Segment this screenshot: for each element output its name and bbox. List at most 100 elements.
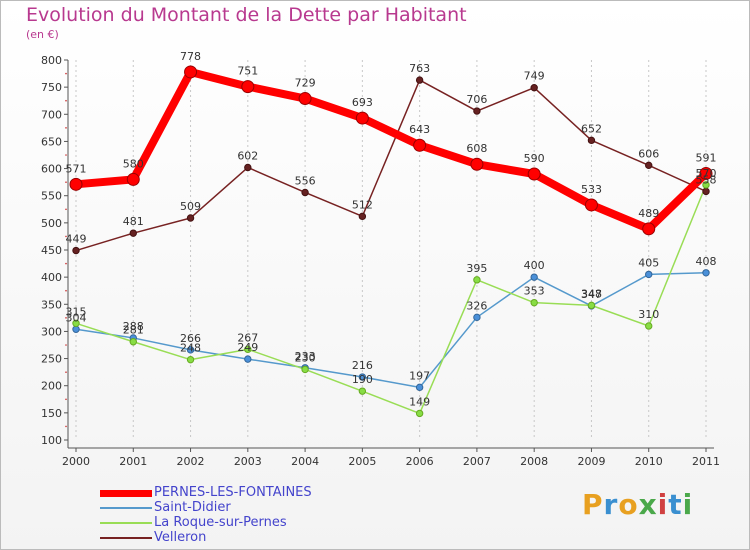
y-minor-tick	[65, 154, 67, 156]
x-tick-label: 2007	[463, 455, 491, 468]
data-label: 405	[638, 256, 659, 269]
data-point	[415, 76, 424, 84]
data-point	[186, 214, 195, 222]
logo-letter: i	[657, 488, 669, 521]
data-label: 481	[123, 215, 144, 228]
y-minor-tick	[65, 344, 67, 346]
y-minor-tick	[65, 317, 67, 319]
data-point	[186, 355, 195, 364]
series-lines	[72, 67, 710, 415]
data-point	[415, 409, 424, 418]
chart-unit: (en €)	[26, 28, 59, 41]
data-point	[702, 187, 710, 196]
data-label: 489	[638, 207, 659, 220]
data-label: 763	[409, 62, 430, 75]
data-label: 693	[352, 96, 373, 109]
logo-letter: i	[682, 488, 694, 521]
data-label: 729	[295, 77, 316, 90]
y-minor-tick	[65, 398, 67, 401]
series-points	[69, 65, 713, 418]
y-minor-tick	[65, 235, 67, 238]
data-point	[244, 355, 252, 363]
legend-swatch	[100, 522, 152, 524]
data-point	[587, 301, 596, 310]
data-point	[527, 167, 541, 181]
data-point	[244, 163, 252, 172]
legend-swatch	[100, 507, 152, 509]
data-label: 230	[295, 351, 316, 364]
data-label: 606	[638, 147, 659, 160]
data-label: 395	[466, 262, 487, 275]
data-point	[645, 161, 653, 170]
data-label: 556	[295, 174, 316, 187]
y-minor-tick	[65, 208, 67, 211]
data-label: 288	[123, 320, 144, 333]
data-label: 751	[237, 65, 258, 78]
data-label: 326	[466, 299, 487, 312]
data-label: 749	[524, 70, 545, 83]
y-tick-label: 500	[41, 217, 62, 230]
proxiti-logo: Proxiti	[582, 488, 693, 521]
data-point	[530, 273, 538, 281]
x-tick-label: 2006	[406, 455, 434, 468]
x-tick-label: 2011	[692, 455, 720, 468]
axes: 100 150 200 250 300 350 400 450 500 550 600 650 700 7…	[41, 54, 720, 468]
data-point	[241, 80, 255, 94]
data-point	[298, 92, 312, 106]
data-label: 267	[237, 331, 258, 344]
data-point	[186, 346, 195, 354]
series-line-3	[75, 79, 707, 252]
data-point	[473, 276, 481, 284]
data-point	[244, 345, 252, 354]
series-line-0	[72, 67, 710, 233]
data-point	[645, 322, 653, 330]
y-tick-label: 600	[41, 163, 62, 176]
data-point	[69, 177, 83, 191]
data-label: 190	[352, 373, 373, 386]
data-point	[473, 313, 481, 322]
y-tick-label: 350	[41, 298, 62, 311]
data-label: 248	[180, 342, 201, 355]
data-point	[530, 298, 538, 307]
data-point	[702, 181, 710, 189]
data-label: 608	[466, 142, 487, 155]
y-tick-label: 150	[41, 407, 62, 420]
data-point	[587, 136, 596, 145]
data-label: 249	[237, 341, 258, 354]
y-minor-tick	[65, 99, 67, 102]
legend-label: Velleron	[154, 530, 207, 545]
x-tick-label: 2009	[577, 455, 605, 468]
data-point	[642, 222, 656, 236]
data-label: 643	[409, 123, 430, 136]
grid	[75, 60, 707, 440]
data-label: 652	[581, 122, 602, 135]
x-tick-label: 2005	[348, 455, 376, 468]
data-label: 512	[352, 198, 373, 211]
legend-swatch	[100, 537, 152, 539]
y-minor-tick	[65, 371, 67, 373]
data-point	[184, 65, 198, 79]
y-tick-label: 250	[41, 353, 62, 366]
data-label: 315	[66, 305, 87, 318]
data-label: 408	[696, 255, 717, 268]
logo-letter: t	[668, 488, 683, 521]
data-label: 449	[66, 233, 87, 246]
x-tick-label: 2008	[520, 455, 548, 468]
y-tick-label: 300	[41, 325, 62, 338]
logo-letter: x	[638, 488, 658, 521]
y-minor-tick	[65, 127, 67, 129]
y-minor-tick	[65, 181, 67, 183]
data-point	[470, 157, 484, 171]
x-tick-label: 2004	[291, 455, 319, 468]
data-label: 558	[696, 173, 717, 186]
data-label: 571	[66, 162, 87, 175]
y-tick-label: 700	[41, 108, 62, 121]
x-tick-label: 2001	[119, 455, 147, 468]
y-tick-label: 650	[41, 135, 62, 148]
y-tick-label: 750	[41, 81, 62, 94]
data-point	[301, 188, 309, 197]
data-label: 509	[180, 200, 201, 213]
data-point	[358, 373, 367, 381]
